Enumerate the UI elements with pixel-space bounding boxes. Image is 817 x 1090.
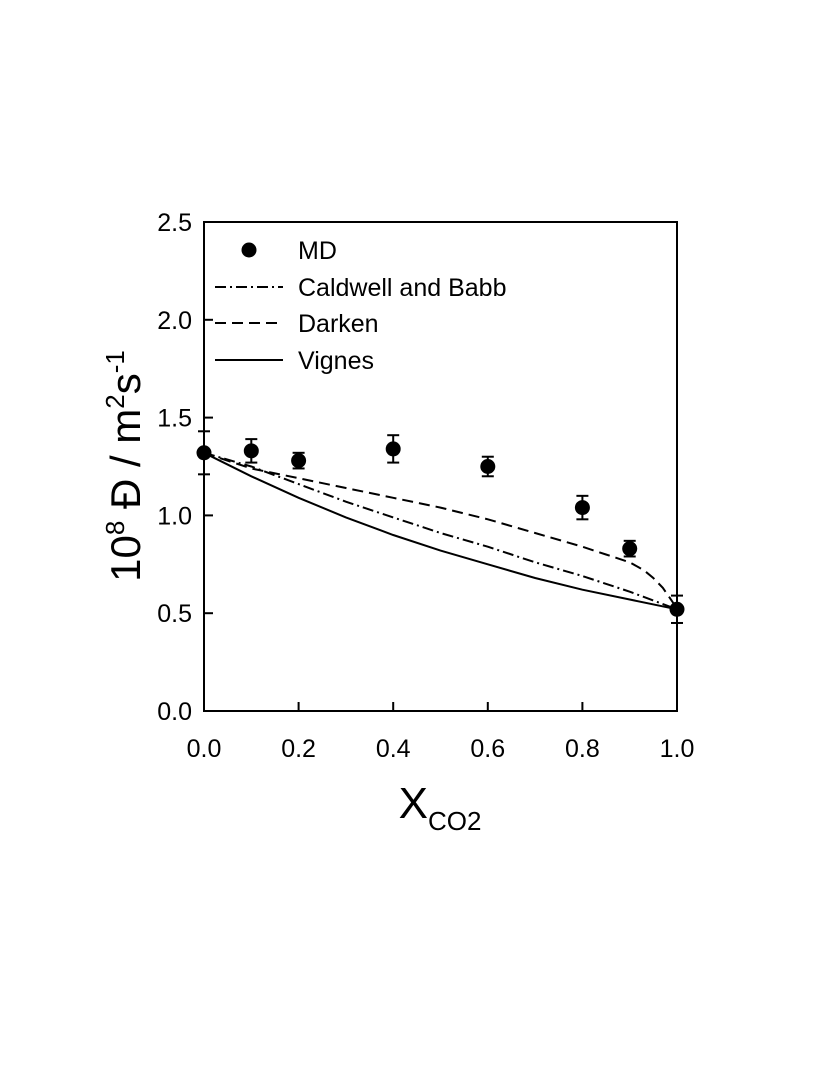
- md-point: [480, 459, 496, 474]
- y-tick-label: 0.0: [157, 698, 192, 726]
- y-tick-label: 0.5: [157, 600, 192, 628]
- series-lines: [203, 451, 678, 611]
- md-point: [574, 500, 590, 516]
- y-tick-label: 1.5: [157, 405, 192, 433]
- y-tick-label: 1.0: [157, 502, 192, 530]
- legend: MD Caldwell and Babb Darken Vignes: [215, 237, 506, 375]
- md-point: [385, 441, 401, 457]
- legend-label: Caldwell and Babb: [298, 274, 506, 302]
- x-axis: 0.0 0.2 0.4 0.6 0.8 1.0: [187, 702, 695, 763]
- y-axis-label: 108 Đ / m2s-1: [100, 350, 149, 582]
- md-point: [669, 601, 685, 617]
- series-line-caldwell-and-babb: [203, 451, 678, 611]
- legend-label: Darken: [298, 310, 379, 338]
- x-tick-label: 0.2: [281, 735, 316, 763]
- legend-marker: [241, 242, 257, 258]
- y-axis: 0.0 0.5 1.0 1.5 2.0 2.5: [157, 209, 213, 726]
- series-line-vignes: [203, 451, 678, 611]
- x-tick-label: 0.0: [187, 735, 222, 763]
- md-point: [243, 443, 259, 459]
- md-point: [622, 541, 638, 557]
- md-point: [196, 445, 212, 461]
- y-tick-label: 2.0: [157, 307, 192, 335]
- x-tick-label: 0.6: [470, 735, 505, 763]
- x-tick-label: 1.0: [660, 735, 695, 763]
- x-axis-label: XCO2: [399, 779, 482, 836]
- x-tick-label: 0.4: [376, 735, 411, 763]
- x-tick-label: 0.8: [565, 735, 600, 763]
- y-tick-label: 2.5: [157, 209, 192, 237]
- series-md-points: [196, 430, 685, 624]
- legend-label: MD: [298, 237, 337, 265]
- legend-label: Vignes: [298, 347, 374, 375]
- md-point: [291, 453, 307, 469]
- series-line-darken: [203, 451, 678, 610]
